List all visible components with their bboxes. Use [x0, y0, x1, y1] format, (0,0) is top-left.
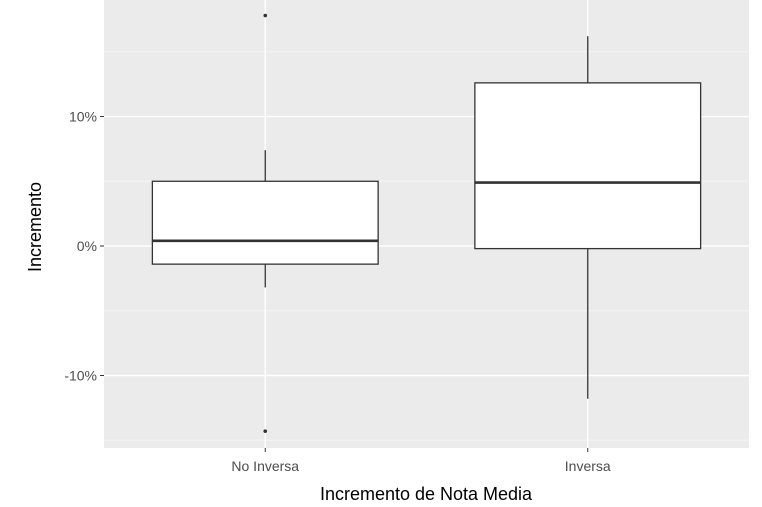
x-axis-title: Incremento de Nota Media	[320, 484, 533, 504]
box-body	[474, 82, 702, 250]
boxes	[151, 13, 702, 433]
y-tick-label: -10%	[64, 367, 97, 383]
box-no-inversa	[151, 13, 379, 433]
outlier-point	[263, 13, 268, 18]
y-axis: -10% 0% 10%	[64, 109, 104, 383]
box-body	[151, 180, 379, 265]
y-tick-label: 0%	[77, 238, 97, 254]
box-inversa	[474, 36, 702, 399]
x-axis: No Inversa Inversa	[231, 448, 611, 474]
x-tick-label: Inversa	[565, 458, 611, 474]
x-tick-label: No Inversa	[231, 458, 299, 474]
y-axis-title: Incremento	[25, 182, 45, 272]
outlier-point	[263, 429, 268, 433]
y-tick-label: 10%	[69, 109, 97, 125]
